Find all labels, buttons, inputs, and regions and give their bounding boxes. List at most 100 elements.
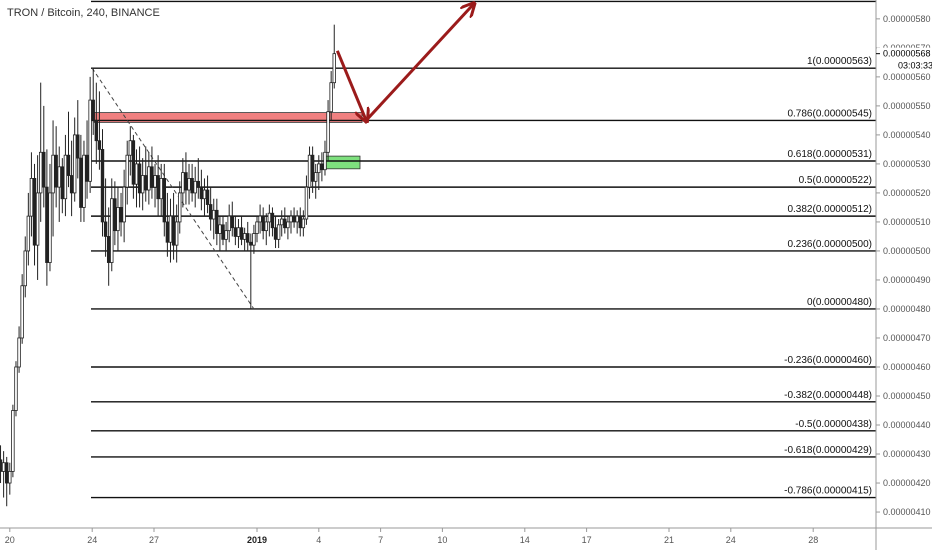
trend-line (91, 67, 255, 310)
candle-body (39, 151, 43, 194)
candle-body (119, 207, 123, 223)
candle-body (100, 149, 105, 223)
candle-body (252, 233, 256, 246)
candle-body (205, 189, 210, 205)
price-tick-label: 0.00000430 (883, 449, 931, 459)
price-tick-label: 0.00000470 (883, 333, 931, 343)
up-arrow (365, 4, 473, 122)
candle-body (301, 218, 306, 229)
candle-body (242, 233, 247, 240)
countdown-tag (877, 59, 932, 72)
candle-body (60, 166, 65, 200)
candle-body (193, 180, 197, 194)
time-tick-label: 20 (5, 535, 15, 545)
candle-body (82, 154, 86, 208)
candle-body (280, 218, 284, 226)
candle-body (116, 207, 120, 232)
candle-body (236, 227, 241, 237)
candle-body (283, 218, 287, 229)
candle-body (168, 215, 173, 243)
price-tick-label: 0.00000410 (883, 507, 931, 517)
candle-body (314, 172, 318, 182)
candle-body (323, 151, 327, 171)
candle-body (273, 227, 278, 240)
candle-body (113, 198, 117, 232)
candle-body (144, 175, 148, 191)
candle-body (215, 209, 219, 234)
fib-label--0.236: -0.236(0.00000460) (784, 355, 872, 366)
candle-body (307, 154, 312, 188)
candle-body (150, 166, 154, 188)
time-tick-label: 24 (87, 535, 97, 545)
candle-body (187, 178, 191, 191)
candle-body (295, 215, 299, 223)
fib-label-0.618: 0.618(0.00000531) (787, 149, 872, 160)
candle-body (178, 192, 182, 223)
price-tick-label: 0.00000460 (883, 362, 931, 372)
candle-body (103, 221, 108, 237)
candle-body (91, 99, 95, 121)
candle-body (270, 212, 275, 229)
candle-body (162, 178, 166, 223)
candle-body (249, 241, 253, 246)
fib-label-0.786: 0.786(0.00000545) (787, 108, 872, 119)
candle-body (79, 157, 83, 208)
candle-body (261, 215, 265, 232)
candle-body (326, 111, 330, 153)
price-tick-label: 0.00000550 (883, 101, 931, 111)
candle-body (267, 212, 272, 223)
candle-body (264, 221, 268, 232)
price-tick-label: 0.00000510 (883, 217, 931, 227)
chart-title: TRON / Bitcoin, 240, BINANCE (7, 7, 160, 19)
candle-body (246, 233, 250, 243)
candle-body (29, 178, 34, 217)
candle-body (233, 227, 238, 237)
countdown-label: 03:03:33 (898, 61, 932, 71)
time-tick-label: 21 (664, 535, 674, 545)
candle-body (255, 221, 259, 234)
candle-body (199, 186, 204, 200)
candle-body (85, 154, 89, 182)
candle-body (17, 337, 21, 368)
candle-body (106, 236, 111, 263)
candle-body (286, 221, 290, 229)
fib-label-1: 1(0.00000563) (807, 56, 872, 67)
fib-label--0.5: -0.5(0.00000438) (795, 419, 872, 430)
candle-body (122, 186, 126, 223)
fib-label-0.236: 0.236(0.00000500) (787, 239, 872, 250)
candle-body (190, 178, 194, 194)
candle-body (224, 230, 228, 240)
current-price-tag (877, 47, 932, 60)
candle-body (8, 471, 12, 484)
price-tick-label: 0.00000440 (883, 420, 931, 430)
current-price-label: 0.00000568 (883, 49, 931, 59)
candle-body (5, 462, 9, 484)
candle-body (63, 154, 68, 200)
candle-body (230, 215, 234, 229)
price-tick-label: 0.00000520 (883, 188, 931, 198)
candle-body (202, 189, 207, 200)
candle-body (181, 172, 185, 194)
time-tick-label: 2019 (247, 535, 267, 545)
candle-body (310, 154, 315, 182)
candle-body (0, 459, 3, 472)
time-tick-label: 14 (520, 535, 530, 545)
candle-body (42, 151, 46, 188)
candle-body (227, 215, 231, 232)
candle-body (1, 462, 6, 472)
price-tick-label: 0.00000540 (883, 130, 931, 140)
candle-body (221, 224, 225, 240)
price-tick-label: 0.00000580 (883, 14, 931, 24)
candle-body (218, 224, 222, 234)
candle-body (134, 163, 139, 185)
candle-body (69, 175, 74, 194)
time-tick-label: 28 (808, 535, 818, 545)
candle-body (317, 163, 321, 174)
candle-body (26, 215, 31, 252)
candle-body (54, 154, 58, 188)
down-arrow (335, 50, 366, 121)
fib-label-0: 0(0.00000480) (807, 297, 872, 308)
candle-body (174, 221, 179, 246)
candle-body (320, 163, 324, 171)
